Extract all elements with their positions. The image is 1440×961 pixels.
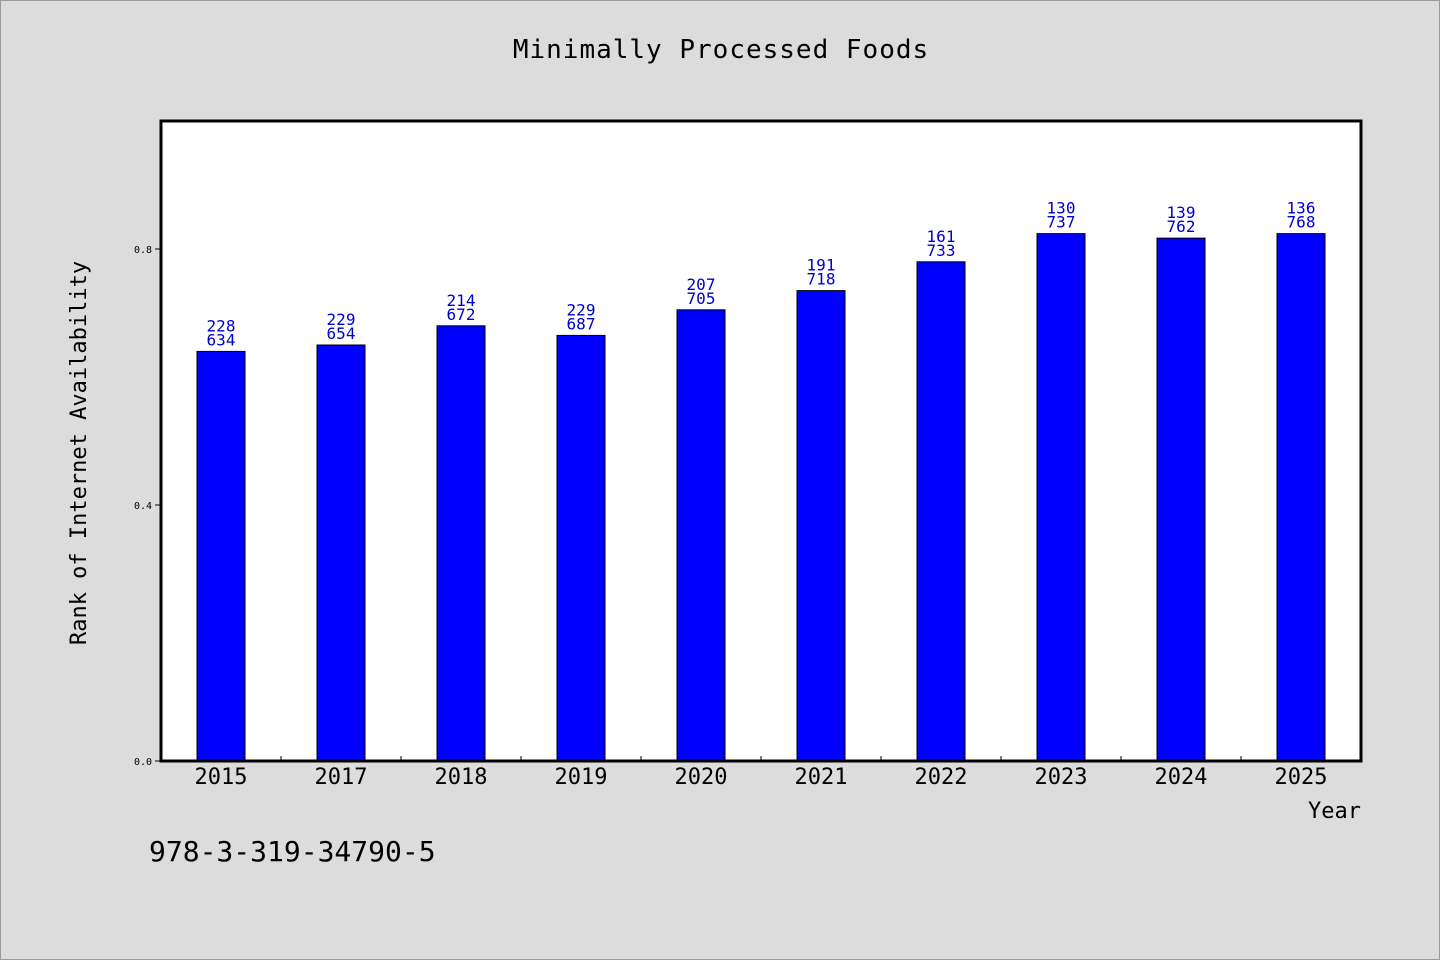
bar [1036, 233, 1086, 762]
bar-label-top: 139 [1167, 203, 1196, 222]
bar-label-bottom: 654 [327, 324, 356, 343]
bar-label-bottom: 733 [927, 241, 956, 260]
bar-label-top: 130 [1047, 199, 1076, 218]
bar [556, 334, 606, 762]
bar [796, 290, 846, 762]
y-axis-label: Rank of Internet Availability [67, 261, 92, 645]
plot-border [159, 119, 1363, 763]
x-tick-label: 2024 [1155, 765, 1208, 790]
bar-label-bottom: 672 [447, 305, 476, 324]
x-tick-label: 2017 [315, 765, 368, 790]
bar-label-bottom: 762 [1167, 217, 1196, 236]
x-tick-label: 2025 [1275, 765, 1328, 790]
x-tick-label: 2023 [1035, 765, 1088, 790]
bar-label-top: 191 [807, 256, 836, 275]
bar [1276, 233, 1326, 762]
bar [316, 344, 366, 762]
bar-label-bottom: 718 [807, 270, 836, 289]
x-axis-label: Year [1308, 799, 1361, 824]
y-tick-label: 0.4 [134, 501, 152, 512]
bar [916, 261, 966, 762]
x-tick-label: 2021 [795, 765, 848, 790]
bar-label-bottom: 705 [687, 289, 716, 308]
x-tick-label: 2019 [555, 765, 608, 790]
bar-label-bottom: 687 [567, 314, 596, 333]
bar-label-top: 229 [327, 310, 356, 329]
bar-label-bottom: 634 [207, 330, 236, 349]
bar-label-top: 229 [567, 300, 596, 319]
bar-label-top: 228 [207, 316, 236, 335]
x-tick-label: 2015 [195, 765, 248, 790]
bar-label-bottom: 737 [1047, 213, 1076, 232]
chart-title: Minimally Processed Foods [512, 35, 930, 65]
bar [436, 325, 486, 762]
bar [676, 309, 726, 762]
bar-label-top: 136 [1287, 199, 1316, 218]
bar [1156, 237, 1206, 762]
footer-code: 978-3-319-34790-5 [149, 835, 436, 868]
x-tick-label: 2022 [915, 765, 968, 790]
bar [196, 350, 246, 762]
bar-label-top: 207 [687, 275, 716, 294]
bar-label-bottom: 768 [1287, 213, 1316, 232]
bar-label-top: 161 [927, 227, 956, 246]
y-tick-label: 0.0 [134, 757, 152, 768]
x-tick-label: 2018 [435, 765, 488, 790]
x-tick-label: 2020 [675, 765, 728, 790]
bar-label-top: 214 [447, 291, 476, 310]
y-tick-label: 0.8 [134, 245, 152, 256]
